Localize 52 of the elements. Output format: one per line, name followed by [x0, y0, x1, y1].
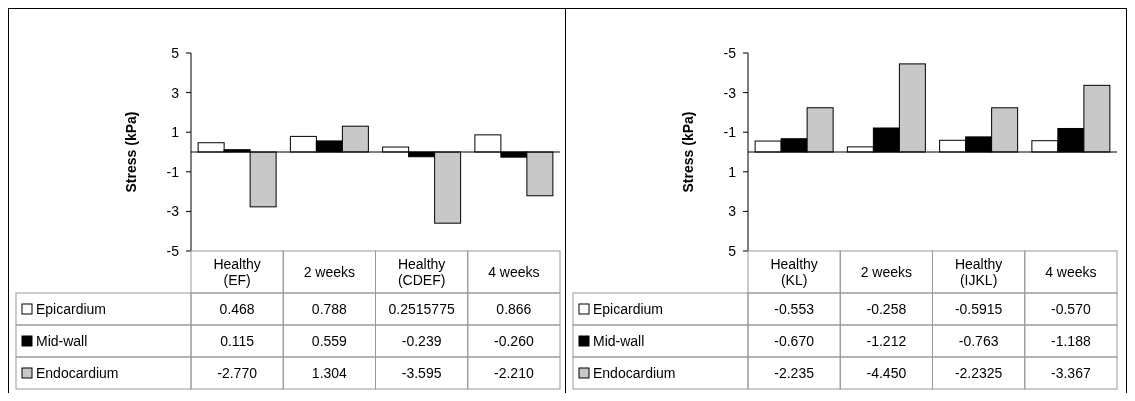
data-label: -2.235 [774, 364, 815, 381]
y-tick-label: -5 [166, 242, 180, 259]
x-tick-label: 4 weeks [1045, 263, 1097, 280]
y-tick-label: 3 [728, 203, 737, 220]
data-label: -3.595 [401, 364, 442, 381]
x-tick-label: 4 weeks [488, 263, 540, 280]
y-tick-label: -1 [166, 163, 180, 180]
data-label: -0.553 [774, 300, 815, 317]
data-label: -0.258 [866, 300, 907, 317]
x-tick-label: Healthy (IJKL) [954, 255, 1003, 288]
legend-label: Endocardium [593, 364, 676, 381]
data-label: -2.2325 [954, 364, 1003, 381]
y-axis-title: Stress (kPa) [123, 111, 139, 193]
data-label: -1.212 [866, 332, 907, 349]
data-label: -3.367 [1051, 364, 1091, 381]
x-tick-label: Healthy (EF) [213, 255, 261, 288]
data-label: -2.770 [217, 364, 258, 381]
legend-label: Endocardium [36, 364, 119, 381]
data-label: 0.115 [220, 332, 255, 349]
data-label: -0.5915 [954, 300, 1003, 317]
x-tick-label: 2 weeks [860, 263, 913, 280]
y-tick-label: -3 [723, 84, 737, 101]
data-label: -0.260 [494, 332, 534, 349]
data-label: -0.670 [774, 332, 815, 349]
y-tick-label: -1 [723, 124, 737, 141]
data-label: 0.2515775 [388, 300, 455, 317]
data-label: 0.788 [311, 300, 348, 317]
data-label: -0.239 [401, 332, 442, 349]
y-tick-label: -3 [166, 203, 180, 220]
y-tick-label: 5 [171, 44, 180, 61]
data-label: -1.188 [1051, 332, 1091, 349]
data-label: 1.304 [311, 364, 348, 381]
data-label: -0.570 [1051, 300, 1091, 317]
y-tick-label: -5 [723, 44, 737, 61]
data-label: 0.468 [219, 300, 255, 317]
data-label: -0.763 [958, 332, 999, 349]
x-tick-label: Healthy (CDEF) [397, 255, 446, 288]
x-tick-label: Healthy (KL) [770, 255, 818, 288]
y-tick-label: 3 [171, 84, 180, 101]
data-label: 0.559 [311, 332, 348, 349]
data-label: 0.866 [496, 300, 532, 317]
x-tick-label: 2 weeks [303, 263, 356, 280]
y-tick-label: 1 [171, 124, 180, 141]
y-tick-label: 5 [728, 242, 737, 259]
legend-label: Epicardium [36, 300, 107, 317]
y-tick-label: 1 [728, 163, 737, 180]
legend-label: Mid-wall [593, 332, 645, 349]
y-axis-title: Stress (kPa) [680, 111, 696, 193]
legend-label: Epicardium [593, 300, 664, 317]
data-label: -4.450 [866, 364, 907, 381]
data-label: -2.210 [494, 364, 534, 381]
legend-label: Mid-wall [36, 332, 88, 349]
